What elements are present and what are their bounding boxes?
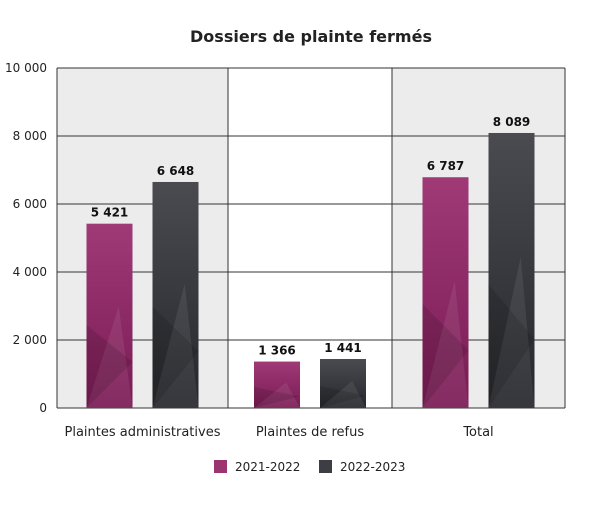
bar-facet [320,381,366,408]
bar-facet [86,325,133,408]
bar-value-label: 6 648 [157,164,195,178]
bar-facet [488,256,535,408]
bar-2021-2022[interactable] [422,177,469,408]
category-panel [228,68,392,408]
bar-facet [422,281,469,408]
bar-facet [422,304,469,408]
bar-value-label: 8 089 [493,115,531,129]
legend-label: 2022-2023 [340,460,405,474]
bar-value-label: 1 441 [324,341,362,355]
x-tick-label: Plaintes de refus [256,425,365,440]
chart-title: Dossiers de plainte fermés [190,27,432,46]
y-tick-label: 4 000 [13,265,47,279]
bar-2022-2023[interactable] [320,359,366,408]
x-tick-label: Plaintes administratives [65,425,221,440]
bar-value-label: 5 421 [91,206,129,220]
bar-facet [152,306,199,408]
bar-2021-2022[interactable] [86,223,133,408]
bar-facet [86,306,133,408]
y-tick-label: 10 000 [5,61,47,75]
bar-value-label: 1 366 [258,344,296,358]
legend-label: 2021-2022 [235,460,300,474]
bar-value-label: 6 787 [427,159,465,173]
category-panel [57,68,228,408]
legend-swatch [319,460,332,473]
y-tick-label: 8 000 [13,129,47,143]
bar-facet [320,385,366,408]
bar-facet [254,387,300,408]
legend-swatch [214,460,227,473]
y-tick-label: 2 000 [13,333,47,347]
bar-facet [152,283,199,408]
x-tick-label: Total [462,425,493,440]
bar-2021-2022[interactable] [254,361,300,408]
bar-facet [488,284,535,408]
category-panel [392,68,565,408]
y-tick-label: 6 000 [13,197,47,211]
bar-facet [254,382,300,408]
y-tick-label: 0 [39,401,47,415]
bar-2022-2023[interactable] [152,181,199,408]
bar-2022-2023[interactable] [488,132,535,408]
